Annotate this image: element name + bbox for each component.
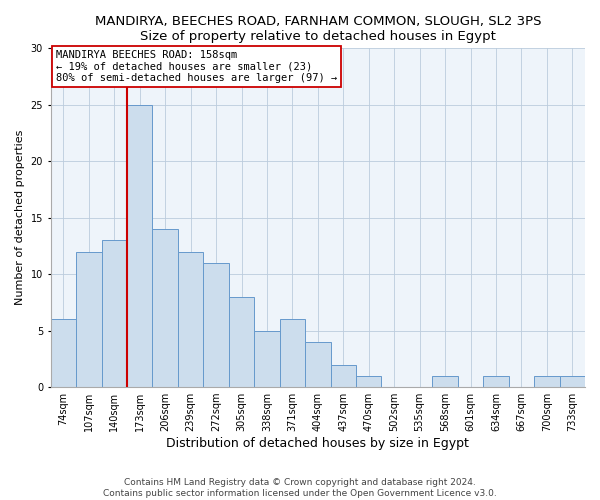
Bar — [152, 229, 178, 387]
Bar — [280, 320, 305, 387]
Bar — [254, 330, 280, 387]
Bar — [178, 252, 203, 387]
Bar — [483, 376, 509, 387]
Bar — [560, 376, 585, 387]
Bar — [305, 342, 331, 387]
Bar — [229, 296, 254, 387]
Bar — [50, 320, 76, 387]
Text: MANDIRYA BEECHES ROAD: 158sqm
← 19% of detached houses are smaller (23)
80% of s: MANDIRYA BEECHES ROAD: 158sqm ← 19% of d… — [56, 50, 337, 83]
Y-axis label: Number of detached properties: Number of detached properties — [15, 130, 25, 306]
Bar — [127, 105, 152, 387]
Title: MANDIRYA, BEECHES ROAD, FARNHAM COMMON, SLOUGH, SL2 3PS
Size of property relativ: MANDIRYA, BEECHES ROAD, FARNHAM COMMON, … — [95, 15, 541, 43]
Bar — [101, 240, 127, 387]
Bar — [534, 376, 560, 387]
Bar — [76, 252, 101, 387]
Bar — [433, 376, 458, 387]
Text: Contains HM Land Registry data © Crown copyright and database right 2024.
Contai: Contains HM Land Registry data © Crown c… — [103, 478, 497, 498]
Bar — [203, 263, 229, 387]
Bar — [331, 364, 356, 387]
X-axis label: Distribution of detached houses by size in Egypt: Distribution of detached houses by size … — [166, 437, 469, 450]
Bar — [356, 376, 382, 387]
